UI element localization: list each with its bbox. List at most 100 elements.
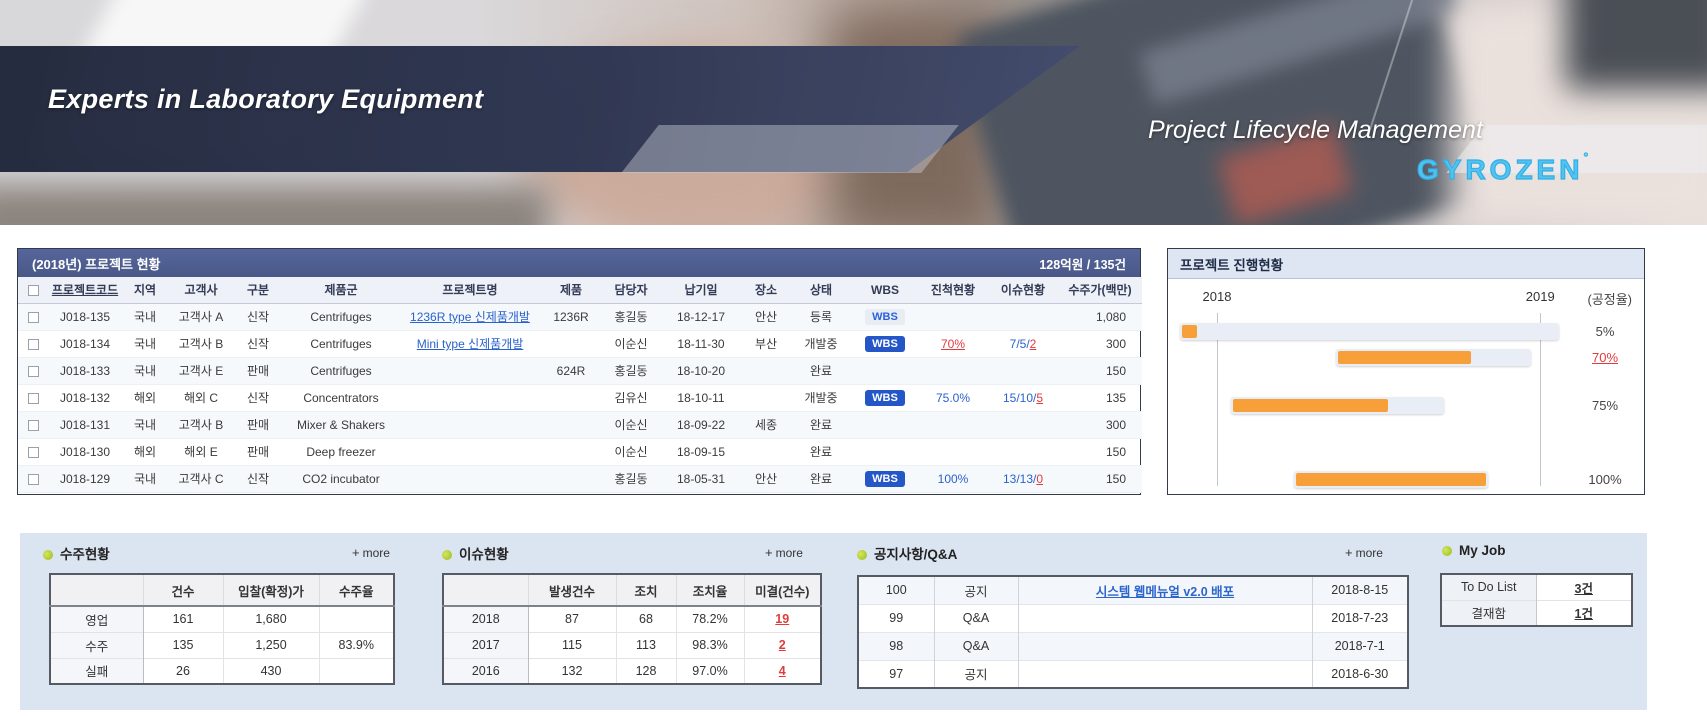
issues-panel-title: 이슈현황: [442, 543, 509, 563]
cell-wbs: [852, 438, 918, 466]
cell-checkbox: [18, 384, 48, 412]
gantt-track-3[interactable]: [1230, 397, 1444, 414]
gantt-rate-label: (공정율): [1587, 292, 1632, 307]
project-status-panel: (2018년) 프로젝트 현황 128억원 / 135건 프로젝트코드 지역 고객사…: [17, 248, 1142, 495]
row-checkbox[interactable]: [27, 446, 39, 458]
cell-product: 624R: [540, 357, 602, 385]
bullet-icon: [1442, 546, 1452, 556]
wbs-button[interactable]: WBS: [865, 389, 905, 406]
cell-date: 2018-6-30: [1312, 659, 1408, 688]
cell-date: 2018-8-15: [1312, 575, 1408, 604]
cell-no: 99: [858, 603, 935, 632]
header-checkbox-cell: [18, 277, 48, 304]
open-count-link[interactable]: 2: [778, 638, 786, 652]
notice-more-button[interactable]: + more: [1345, 545, 1383, 560]
gantt-track-4[interactable]: [1294, 471, 1489, 488]
cell-price: 150: [1058, 438, 1142, 466]
cell-place: [742, 357, 790, 385]
cell-value: 1건: [1536, 599, 1632, 626]
orders-row-lost: 실패 26 430: [50, 657, 394, 684]
cell-place: [742, 384, 790, 412]
issue-link[interactable]: 15/10/5: [1002, 390, 1044, 405]
cell-manager: 홍길동: [602, 357, 660, 385]
cell-count: 26: [143, 657, 224, 684]
cell-due-date: 18-10-11: [660, 384, 742, 412]
gantt-chart: 2018 2019 (공정율) 5% 70% 75% 100%: [1168, 279, 1644, 494]
gantt-track-1[interactable]: [1179, 323, 1559, 340]
gantt-rate-value[interactable]: 70%: [1591, 350, 1619, 365]
cell-date: 2018-7-23: [1312, 603, 1408, 632]
wbs-button[interactable]: WBS: [865, 335, 905, 352]
gantt-rate-value: 75%: [1591, 398, 1619, 413]
select-all-checkbox[interactable]: [27, 285, 39, 297]
issue-link[interactable]: 7/5/2: [1009, 336, 1037, 351]
cell-code: J018-130: [48, 438, 122, 466]
row-checkbox[interactable]: [27, 419, 39, 431]
cell-region: 국내: [122, 411, 168, 439]
cell-type: Q&A: [934, 603, 1019, 632]
project-progress-panel: 프로젝트 진행현황 2018 2019 (공정율) 5% 70% 75% 100%: [1167, 248, 1645, 495]
cell-product-group: Centrifuges: [282, 330, 400, 358]
cell-customer: 해외 E: [168, 438, 234, 466]
notice-row: 100 공지 시스템 웹메뉴얼 v2.0 배포 2018-8-15: [858, 575, 1408, 604]
issue-link[interactable]: 13/13/0: [1002, 471, 1044, 486]
cell-value: 3건: [1536, 573, 1632, 600]
project-name-link[interactable]: 1236R type 신제품개발: [410, 310, 530, 324]
row-checkbox[interactable]: [27, 392, 39, 404]
notice-subject-link[interactable]: 시스템 웹메뉴얼 v2.0 배포: [1095, 584, 1235, 599]
progress-link[interactable]: 100%: [937, 471, 969, 486]
cell-issues: [988, 411, 1058, 439]
myjob-table: To Do List 3건 결재함 1건: [1440, 573, 1633, 627]
orders-col-count: 건수: [143, 574, 224, 607]
cell-amount: 1,250: [223, 631, 320, 658]
column-wbs: WBS: [852, 277, 918, 304]
gyrozen-logo: GYROZEN°: [1416, 150, 1589, 186]
cell-status: 개발중: [790, 384, 852, 412]
orders-more-button[interactable]: + more: [352, 545, 390, 560]
row-label: 실패: [50, 657, 144, 684]
cell-subject: [1018, 659, 1313, 688]
cell-code: J018-131: [48, 411, 122, 439]
cell-progress: [918, 438, 988, 466]
row-checkbox[interactable]: [27, 338, 39, 350]
cell-region: 국내: [122, 357, 168, 385]
cell-product: [540, 330, 602, 358]
cell-due-date: 18-09-22: [660, 411, 742, 439]
banner-tagline: Experts in Laboratory Equipment: [48, 84, 484, 114]
plus-icon: +: [765, 545, 773, 560]
cell-rate: [319, 605, 394, 632]
row-checkbox[interactable]: [27, 311, 39, 323]
cell-code: J018-133: [48, 357, 122, 385]
cell-manager: 홍길동: [602, 303, 660, 331]
project-panel-titlebar: (2018년) 프로젝트 현황 128억원 / 135건: [18, 249, 1140, 277]
cell-issues: 13/13/0: [988, 465, 1058, 493]
cell-category: 신작: [234, 465, 282, 493]
progress-link[interactable]: 70%: [940, 336, 966, 351]
cell-status: 완료: [790, 357, 852, 385]
cell-due-date: 18-05-31: [660, 465, 742, 493]
open-count-link[interactable]: 4: [778, 663, 786, 678]
project-panel-title: (2018년) 프로젝트 현황: [32, 256, 161, 272]
cell-code: J018-134: [48, 330, 122, 358]
gantt-track-2[interactable]: [1336, 349, 1532, 366]
progress-link[interactable]: 75.0%: [935, 390, 971, 405]
open-count-link[interactable]: 19: [775, 612, 790, 627]
project-name-link[interactable]: Mini type 신제품개발: [416, 337, 524, 351]
wbs-button[interactable]: WBS: [865, 308, 905, 325]
approval-count-link[interactable]: 1건: [1574, 607, 1593, 622]
cell-region: 해외: [122, 384, 168, 412]
issues-table: 발생건수 조치 조치율 미결(건수) 2018 87 68 78.2% 19 2…: [442, 573, 822, 685]
cell-code: J018-132: [48, 384, 122, 412]
issues-more-button[interactable]: + more: [765, 545, 803, 560]
column-code[interactable]: 프로젝트코드: [48, 277, 122, 304]
cell-product-group: Deep freezer: [282, 438, 400, 466]
todo-count-link[interactable]: 3건: [1574, 581, 1593, 596]
row-checkbox[interactable]: [27, 365, 39, 377]
row-checkbox[interactable]: [27, 473, 39, 485]
column-name: 프로젝트명: [400, 277, 540, 304]
wbs-button[interactable]: WBS: [865, 470, 905, 487]
cell-product: [540, 411, 602, 439]
cell-no: 98: [858, 631, 935, 660]
cell-region: 해외: [122, 438, 168, 466]
banner-photo-corner: [1565, 0, 1707, 90]
